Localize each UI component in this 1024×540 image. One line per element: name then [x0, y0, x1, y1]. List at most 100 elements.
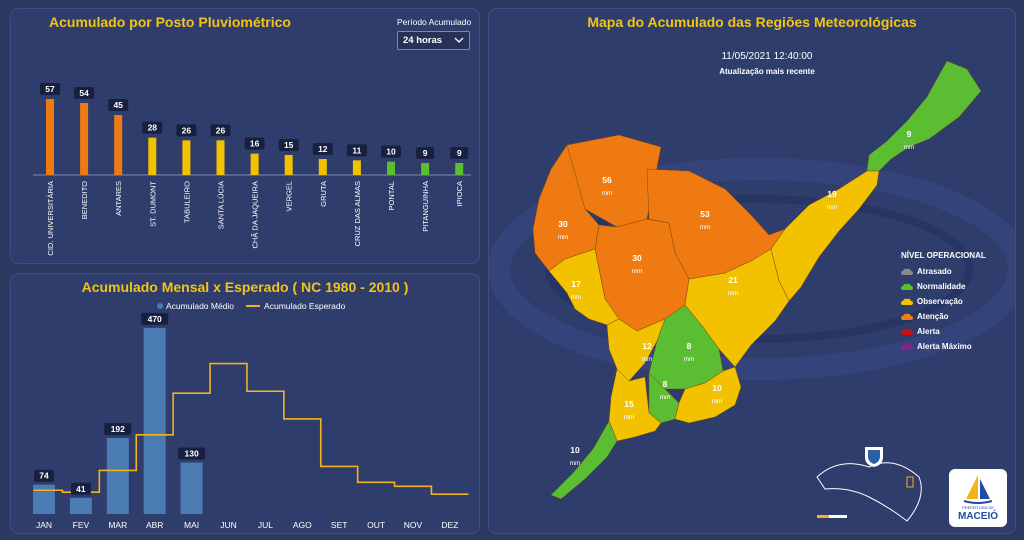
period-dropdown[interactable]: 24 horas [397, 31, 470, 50]
station-bar-value: 9 [423, 148, 428, 158]
station-bar-value: 26 [216, 125, 226, 135]
cloud-icon [901, 328, 913, 335]
month-tick-label: JUN [220, 520, 237, 530]
legend-item-label: Atrasado [917, 267, 952, 276]
station-bar[interactable] [352, 160, 361, 175]
operational-level-title: NÍVEL OPERACIONAL [901, 251, 986, 260]
region-value: 10 [570, 445, 580, 455]
region-value: 8 [687, 341, 692, 351]
station-bar-value: 12 [318, 144, 328, 154]
legend-item-label: Alerta Máximo [917, 342, 972, 351]
period-label: Período Acumulado [397, 17, 472, 27]
station-bar[interactable] [182, 140, 191, 175]
region-unit: mm [904, 144, 915, 151]
monthly-bar-value-badge [141, 312, 169, 325]
station-bar-value: 54 [79, 88, 89, 98]
station-bar[interactable] [80, 103, 89, 175]
station-bar[interactable] [318, 159, 327, 175]
cloud-icon [901, 313, 913, 320]
region-value: 30 [558, 219, 568, 229]
station-tick-label: IPIOCA [455, 181, 464, 206]
station-bar-value-badge [74, 87, 95, 99]
station-bar-value-badge [210, 124, 231, 137]
maceio-coat-of-arms-icon [865, 447, 883, 467]
region-unit: mm [684, 356, 695, 363]
station-bar[interactable] [216, 140, 225, 175]
station-bar[interactable] [250, 153, 259, 175]
period-dropdown-value: 24 horas [403, 35, 443, 46]
station-bar[interactable] [455, 163, 464, 175]
region-ipioca[interactable] [866, 60, 982, 172]
station-bar-value: 28 [148, 123, 158, 133]
monthly-bar-value: 470 [148, 314, 162, 324]
station-bar-value-badge [346, 144, 367, 157]
monthly-bar-value: 130 [185, 449, 199, 459]
operational-level-legend: NÍVEL OPERACIONAL Atrasado Normalidade Obs… [901, 251, 986, 354]
station-bar-value: 45 [113, 100, 123, 110]
region-pescaria[interactable] [770, 170, 880, 302]
region-value: 12 [642, 341, 652, 351]
monthly-bar-value: 192 [111, 424, 125, 434]
monthly-bar-value-badge [34, 469, 54, 482]
monthly-chart-legend: Acumulado Médio Acumulado Esperado [157, 301, 345, 311]
station-bar-value-badge [142, 121, 163, 134]
region-coast-south[interactable] [674, 366, 742, 424]
station-bar-value-badge [381, 145, 401, 158]
legend-item: Atrasado [901, 264, 986, 279]
logo-subtitle: PREFEITURA DE [962, 505, 994, 510]
month-tick-label: JAN [36, 520, 52, 530]
monthly-bar-value-badge [104, 422, 132, 435]
station-bar[interactable] [114, 115, 123, 175]
monthly-bar[interactable] [180, 462, 203, 514]
monthly-bar-chart: 74 41 192 470 130 JAN FEV MAR ABR MAI JUN JUL AGO SET… [33, 312, 469, 530]
region-value: 9 [907, 129, 912, 139]
legend-item-label: Atenção [917, 312, 949, 321]
station-bar[interactable] [284, 155, 293, 175]
regions-map-panel: Mapa do Acumulado das Regiões Meteorológ… [488, 8, 1016, 534]
station-tick-label: PITANGUINHA [421, 181, 430, 232]
region-pontal[interactable] [550, 420, 618, 500]
region-unit: mm [571, 294, 582, 301]
monthly-bar[interactable] [33, 484, 55, 514]
month-tick-label: OUT [367, 520, 385, 530]
legend-item: Alerta Máximo [901, 339, 986, 354]
monthly-bar[interactable] [143, 327, 166, 514]
chevron-down-icon [454, 37, 464, 43]
station-bar-chart: 57 CID. UNIVERSITÁRIA 54 BENEDITO 45 ANTARES 2… [33, 83, 471, 256]
station-tick-label: BENEDITO [80, 181, 89, 219]
station-bar[interactable] [148, 137, 157, 175]
month-tick-label: SET [331, 520, 348, 530]
station-tick-label: CHÃ DA JAQUEIRA [251, 181, 260, 249]
monthly-bar[interactable] [106, 437, 129, 514]
region-value: 30 [632, 253, 642, 263]
region-trapiche[interactable] [608, 368, 662, 442]
state-outline-minimap [816, 462, 922, 522]
legend-bar-marker [157, 303, 163, 309]
station-bar[interactable] [421, 163, 430, 175]
region-unit: mm [624, 414, 635, 421]
station-tick-label: TABULEIRO [182, 181, 191, 223]
month-tick-label: MAR [108, 520, 127, 530]
station-bar-value: 57 [45, 84, 55, 94]
station-bar-value: 15 [284, 140, 294, 150]
monthly-bar[interactable] [69, 497, 92, 514]
region-unit: mm [827, 204, 838, 211]
expected-step-line [33, 362, 469, 495]
region-value: 56 [602, 175, 612, 185]
legend-item-label: Normalidade [917, 282, 966, 291]
region-value: 21 [728, 275, 738, 285]
station-bar[interactable] [46, 99, 54, 175]
monthly-bar-value: 41 [76, 484, 86, 494]
region-south-central[interactable] [606, 318, 666, 382]
legend-item-label: Observação [917, 297, 963, 306]
cloud-icon [901, 283, 913, 290]
month-tick-label: FEV [73, 520, 90, 530]
region-unit: mm [642, 356, 653, 363]
station-bar[interactable] [387, 161, 395, 175]
region-unit: mm [712, 398, 723, 405]
station-bar-value-badge [108, 99, 129, 111]
monthly-chart-title: Acumulado Mensal x Esperado ( NC 1980 - … [81, 279, 409, 295]
region-unit: mm [632, 268, 643, 275]
legend-item: Atenção [901, 309, 986, 324]
legend-item: Alerta [901, 324, 986, 339]
